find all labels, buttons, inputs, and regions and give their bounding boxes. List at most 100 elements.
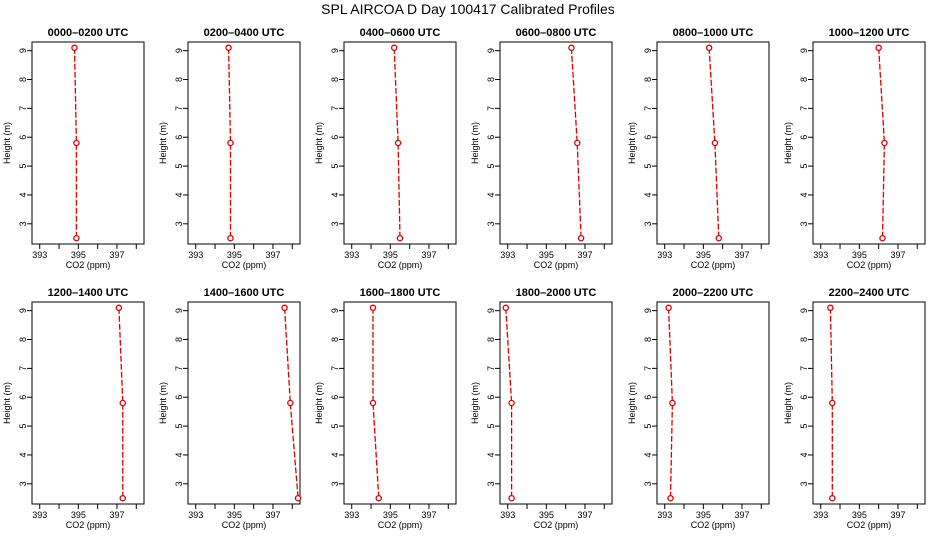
plot-frame bbox=[31, 301, 145, 505]
chart-panel: 1600–1800 UTC 393 395 397 3 4 5 6 7 8 9 CO2 (ppm) He… bbox=[314, 287, 457, 530]
data-point bbox=[875, 44, 882, 52]
y-tick-label: 8 bbox=[643, 77, 653, 82]
data-point bbox=[827, 304, 834, 312]
y-tick-label: 9 bbox=[486, 308, 496, 313]
x-tick-label: 393 bbox=[344, 510, 359, 520]
y-tick-label: 5 bbox=[643, 164, 653, 169]
x-tick-label: 393 bbox=[500, 510, 515, 520]
y-tick-label: 6 bbox=[486, 135, 496, 140]
panel-title: 0800–1000 UTC bbox=[673, 27, 754, 39]
data-point bbox=[375, 494, 383, 502]
panel-title: 1600–1800 UTC bbox=[360, 287, 441, 299]
x-axis-label: CO2 (ppm) bbox=[691, 260, 736, 270]
chart-panel: 1400–1600 UTC 393 395 397 3 4 5 6 7 8 9 CO2 (ppm) He… bbox=[158, 287, 302, 530]
data-point bbox=[879, 234, 886, 242]
y-tick-label: 9 bbox=[486, 48, 496, 53]
data-point bbox=[829, 494, 836, 502]
x-tick-label: 393 bbox=[813, 510, 828, 520]
y-tick-label: 5 bbox=[174, 164, 184, 169]
y-tick-label: 9 bbox=[799, 308, 809, 313]
x-tick-label: 397 bbox=[577, 250, 592, 260]
x-tick-label: 393 bbox=[813, 250, 828, 260]
y-tick-label: 5 bbox=[18, 164, 28, 169]
y-tick-label: 8 bbox=[174, 337, 184, 342]
y-tick-label: 6 bbox=[174, 135, 184, 140]
x-tick-label: 393 bbox=[188, 250, 203, 260]
plot-frame bbox=[812, 301, 926, 505]
x-tick-label: 395 bbox=[71, 510, 86, 520]
data-point bbox=[71, 44, 78, 52]
data-point bbox=[573, 139, 581, 147]
x-tick-label: 395 bbox=[852, 510, 867, 520]
x-tick-label: 395 bbox=[227, 250, 242, 260]
y-tick-label: 7 bbox=[174, 106, 184, 111]
data-point bbox=[119, 399, 127, 407]
y-tick-label: 7 bbox=[330, 366, 340, 371]
y-tick-label: 3 bbox=[174, 481, 184, 486]
y-tick-label: 8 bbox=[330, 337, 340, 342]
x-tick-label: 395 bbox=[383, 510, 398, 520]
x-tick-label: 393 bbox=[500, 250, 515, 260]
x-tick-label: 393 bbox=[657, 250, 672, 260]
x-tick-label: 393 bbox=[32, 510, 47, 520]
y-tick-label: 9 bbox=[174, 308, 184, 313]
y-tick-label: 6 bbox=[643, 395, 653, 400]
data-point bbox=[390, 44, 398, 52]
panel-title: 1400–1600 UTC bbox=[204, 287, 285, 299]
y-tick-label: 4 bbox=[486, 452, 496, 457]
y-axis-label: Height (m) bbox=[158, 122, 168, 164]
panel-title: 2200–2400 UTC bbox=[829, 287, 910, 299]
y-axis-label: Height (m) bbox=[783, 382, 793, 424]
y-tick-label: 7 bbox=[330, 106, 340, 111]
x-tick-label: 397 bbox=[734, 250, 749, 260]
y-axis-label: Height (m) bbox=[2, 382, 12, 424]
data-point bbox=[508, 494, 515, 502]
x-tick-label: 395 bbox=[539, 510, 554, 520]
plot-frame bbox=[499, 301, 613, 505]
y-tick-label: 9 bbox=[799, 48, 809, 53]
x-axis-label: CO2 (ppm) bbox=[222, 260, 267, 270]
y-tick-label: 7 bbox=[799, 366, 809, 371]
x-axis-label: CO2 (ppm) bbox=[534, 260, 579, 270]
data-point bbox=[568, 44, 575, 52]
panel-title: 0000–0200 UTC bbox=[48, 27, 129, 39]
plot-frame bbox=[656, 41, 770, 245]
chart-panel: 0000–0200 UTC 393 395 397 3 4 5 6 7 8 9 CO2 (ppm) He… bbox=[2, 27, 145, 270]
data-point bbox=[665, 304, 672, 312]
y-tick-label: 5 bbox=[174, 424, 184, 429]
data-point bbox=[281, 304, 288, 312]
chart-panel: 0800–1000 UTC 393 395 397 3 4 5 6 7 8 9 CO2 (ppm) He… bbox=[627, 27, 770, 270]
chart-panel: 0600–0800 UTC 393 395 397 3 4 5 6 7 8 9 CO2 (ppm) He… bbox=[470, 27, 613, 270]
y-tick-label: 5 bbox=[799, 424, 809, 429]
y-tick-label: 8 bbox=[486, 77, 496, 82]
y-tick-label: 7 bbox=[486, 366, 496, 371]
panel-title: 0600–0800 UTC bbox=[516, 27, 597, 39]
y-tick-label: 4 bbox=[18, 192, 28, 197]
y-tick-label: 4 bbox=[330, 452, 340, 457]
x-axis-label: CO2 (ppm) bbox=[691, 520, 736, 530]
x-tick-label: 397 bbox=[109, 510, 124, 520]
y-tick-label: 5 bbox=[643, 424, 653, 429]
x-tick-label: 395 bbox=[383, 250, 398, 260]
chart-panel: 2000–2200 UTC 393 395 397 3 4 5 6 7 8 9 CO2 (ppm) He… bbox=[627, 287, 770, 530]
x-axis-label: CO2 (ppm) bbox=[378, 520, 423, 530]
x-axis-label: CO2 (ppm) bbox=[534, 520, 579, 530]
x-tick-label: 395 bbox=[71, 250, 86, 260]
y-tick-label: 6 bbox=[18, 395, 28, 400]
y-tick-label: 9 bbox=[174, 48, 184, 53]
y-tick-label: 3 bbox=[799, 221, 809, 226]
x-axis-label: CO2 (ppm) bbox=[847, 520, 892, 530]
y-axis-label: Height (m) bbox=[470, 122, 480, 164]
y-tick-label: 8 bbox=[18, 337, 28, 342]
x-tick-label: 395 bbox=[227, 510, 242, 520]
x-tick-label: 393 bbox=[188, 510, 203, 520]
panel-title: 1200–1400 UTC bbox=[48, 287, 129, 299]
y-tick-label: 6 bbox=[330, 135, 340, 140]
figure-title: SPL AIRCOA D Day 100417 Calibrated Profi… bbox=[321, 1, 615, 17]
y-tick-label: 8 bbox=[174, 77, 184, 82]
x-tick-label: 393 bbox=[32, 250, 47, 260]
y-tick-label: 5 bbox=[799, 164, 809, 169]
y-tick-label: 4 bbox=[643, 192, 653, 197]
data-point bbox=[577, 234, 585, 242]
